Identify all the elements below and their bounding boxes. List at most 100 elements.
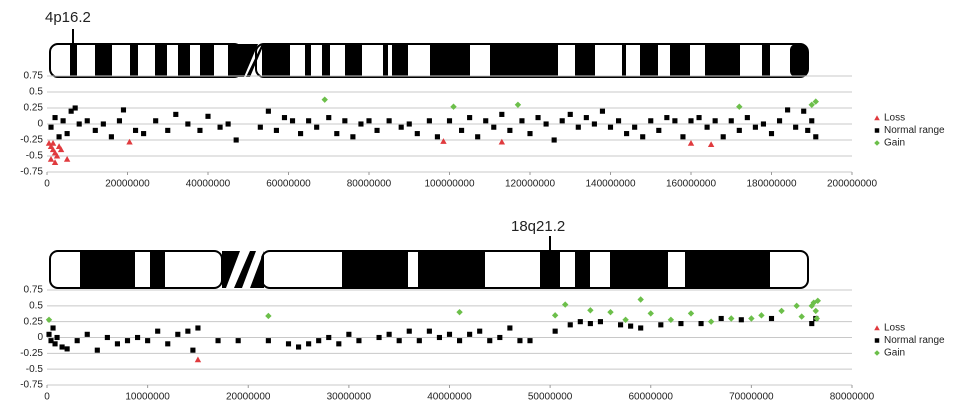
data-point xyxy=(133,128,138,133)
data-point xyxy=(322,96,328,102)
data-point xyxy=(258,125,263,130)
x-tick-label: 80000000 xyxy=(830,392,875,401)
data-point xyxy=(141,131,146,136)
x-tick-label: 70000000 xyxy=(729,392,774,401)
y-tick-label: 0.5 xyxy=(29,87,43,98)
y-tick-label: -0.25 xyxy=(20,135,43,146)
y-tick-label: 0.5 xyxy=(29,300,43,311)
data-point xyxy=(450,104,456,110)
data-point xyxy=(65,346,70,351)
data-point xyxy=(696,115,701,120)
data-point xyxy=(632,125,637,130)
data-point xyxy=(50,140,56,146)
data-point xyxy=(769,316,774,321)
y-tick-label: 0.75 xyxy=(24,71,44,82)
x-tick-label: 50000000 xyxy=(528,392,573,401)
data-point xyxy=(145,338,150,343)
data-point xyxy=(175,332,180,337)
legend-symbol xyxy=(874,140,880,146)
data-point xyxy=(507,128,512,133)
x-tick-label: 160000000 xyxy=(666,179,716,190)
data-point xyxy=(648,310,654,316)
data-point xyxy=(809,118,814,123)
data-point xyxy=(801,109,806,114)
data-point xyxy=(487,338,492,343)
ideogram xyxy=(50,236,808,288)
data-point xyxy=(708,141,714,147)
data-point xyxy=(648,118,653,123)
data-point xyxy=(306,341,311,346)
data-point xyxy=(705,125,710,130)
data-point xyxy=(600,109,605,114)
data-point xyxy=(758,312,764,318)
x-tick-label: 30000000 xyxy=(327,392,372,401)
data-point xyxy=(515,102,521,108)
data-point xyxy=(578,319,583,324)
data-point xyxy=(61,118,66,123)
legend-label: Gain xyxy=(884,348,905,359)
data-point xyxy=(624,131,629,136)
data-point xyxy=(218,125,223,130)
data-point xyxy=(499,112,504,117)
data-point xyxy=(656,128,661,133)
data-point xyxy=(334,131,339,136)
data-point xyxy=(638,325,643,330)
data-point xyxy=(397,338,402,343)
data-point xyxy=(366,118,371,123)
data-point xyxy=(77,121,82,126)
data-point xyxy=(195,356,201,362)
data-point xyxy=(265,313,271,319)
data-point xyxy=(552,312,558,318)
data-point xyxy=(64,156,70,162)
data-point xyxy=(234,137,239,142)
data-point xyxy=(664,115,669,120)
y-tick-label: 0.25 xyxy=(24,103,44,114)
data-point xyxy=(769,131,774,136)
data-point xyxy=(628,324,633,329)
data-point xyxy=(793,303,799,309)
data-point xyxy=(777,118,782,123)
y-tick-label: 0.25 xyxy=(24,316,44,327)
x-tick-label: 40000000 xyxy=(427,392,472,401)
data-point xyxy=(527,338,532,343)
data-point xyxy=(553,329,558,334)
data-point xyxy=(798,313,804,319)
legend-label: Gain xyxy=(884,138,905,149)
data-point xyxy=(117,118,122,123)
data-point xyxy=(457,338,462,343)
data-point xyxy=(467,115,472,120)
data-point xyxy=(568,322,573,327)
data-point xyxy=(173,112,178,117)
data-point xyxy=(282,115,287,120)
data-point xyxy=(497,335,502,340)
x-tick-label: 60000000 xyxy=(266,179,311,190)
data-point xyxy=(680,134,685,139)
data-point xyxy=(813,308,819,314)
data-point xyxy=(407,121,412,126)
data-point xyxy=(93,128,98,133)
data-point xyxy=(475,134,480,139)
data-point xyxy=(607,309,613,315)
locus-label: 18q21.2 xyxy=(511,218,565,235)
data-point xyxy=(95,348,100,353)
data-point xyxy=(50,325,55,330)
data-point xyxy=(588,321,593,326)
y-tick-label: -0.75 xyxy=(20,167,43,178)
data-point xyxy=(813,134,818,139)
data-point xyxy=(527,131,532,136)
data-point xyxy=(519,118,524,123)
data-point xyxy=(73,105,78,110)
legend-symbol xyxy=(874,350,880,356)
data-point xyxy=(316,338,321,343)
data-point xyxy=(57,134,62,139)
data-point xyxy=(809,321,814,326)
data-point xyxy=(296,344,301,349)
data-point xyxy=(793,125,798,130)
data-point xyxy=(326,335,331,340)
data-point xyxy=(286,341,291,346)
data-point xyxy=(562,301,568,307)
legend-label: Loss xyxy=(884,113,905,124)
data-point xyxy=(48,156,54,162)
y-tick-label: -0.25 xyxy=(20,348,43,359)
data-point xyxy=(544,121,549,126)
